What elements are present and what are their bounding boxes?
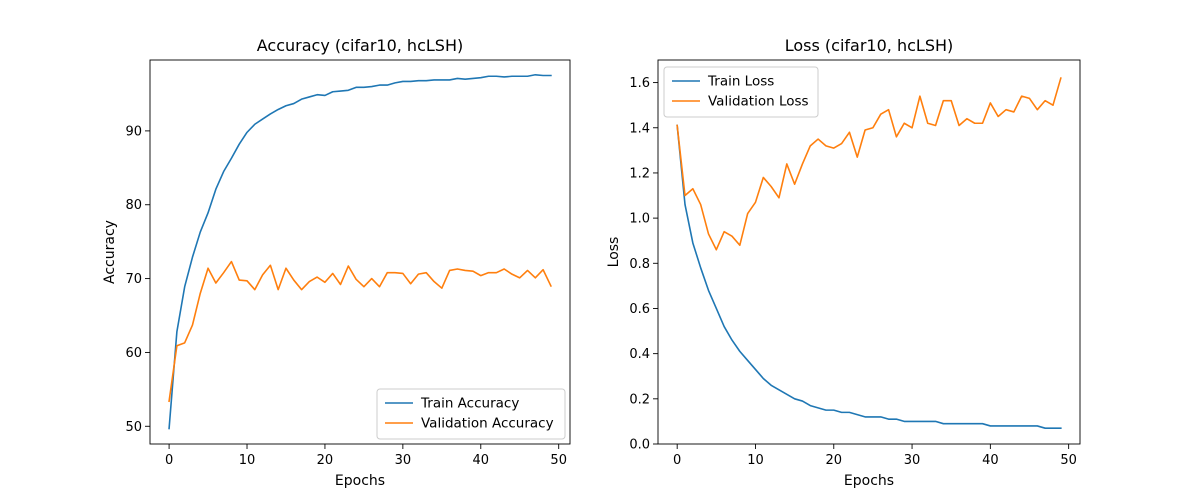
- legend-label: Train Accuracy: [420, 396, 519, 412]
- accuracy-y-tick-label: 70: [125, 272, 142, 287]
- loss-x-tick-label: 40: [982, 453, 999, 468]
- accuracy-x-axis-label: Epochs: [335, 473, 385, 489]
- loss-legend-box: [663, 66, 819, 118]
- loss-x-axis-label: Epochs: [844, 473, 894, 489]
- accuracy-chart-title: Accuracy (cifar10, hcLSH): [257, 36, 463, 55]
- loss-y-tick-label: 1.4: [629, 121, 650, 136]
- accuracy-y-tick-label: 90: [125, 124, 142, 139]
- accuracy-x-tick-label: 20: [317, 453, 334, 468]
- accuracy-x-tick-label: 50: [550, 453, 567, 468]
- loss-plot-frame: [657, 59, 1081, 445]
- loss-x-tick-label: 50: [1060, 453, 1077, 468]
- loss-y-tick-label: 0.8: [629, 257, 650, 272]
- legend-label: Train Loss: [707, 74, 774, 90]
- accuracy-y-axis-label: Accuracy: [102, 220, 118, 284]
- loss-legend: Train Loss Validation Loss: [663, 66, 819, 118]
- legend-label: Validation Loss: [708, 94, 809, 110]
- accuracy-legend: Train Accuracy Validation Accuracy: [376, 388, 566, 440]
- loss-y-tick-label: 0.2: [629, 392, 650, 407]
- loss-y-tick-label: 1.0: [629, 212, 650, 227]
- accuracy-x-tick-label: 0: [165, 453, 173, 468]
- loss-x-tick-label: 30: [904, 453, 921, 468]
- accuracy-chart: Accuracy (cifar10, hcLSH) 0 10 20 30 40 50 50 60…: [102, 36, 571, 489]
- accuracy-y-tick-label: 80: [125, 198, 142, 213]
- accuracy-legend-box: [376, 388, 566, 440]
- accuracy-x-tick-label: 30: [395, 453, 412, 468]
- loss-chart-title: Loss (cifar10, hcLSH): [785, 36, 954, 55]
- loss-y-tick-label: 1.6: [629, 76, 650, 91]
- validation-accuracy-line: [168, 260, 552, 403]
- validation-loss-line: [676, 77, 1062, 251]
- accuracy-y-tick-label: 60: [125, 346, 142, 361]
- loss-y-tick-label: 0.6: [629, 302, 650, 317]
- accuracy-x-tick-label: 40: [473, 453, 490, 468]
- loss-y-tick-label: 1.2: [629, 166, 650, 181]
- loss-x-tick-label: 0: [673, 453, 681, 468]
- accuracy-plot-frame: [149, 59, 571, 445]
- train-accuracy-line: [168, 73, 552, 430]
- loss-y-tick-label: 0.0: [629, 438, 650, 453]
- accuracy-y-tick-label: 50: [125, 420, 142, 435]
- legend-label: Validation Accuracy: [421, 416, 554, 432]
- loss-x-tick-label: 10: [747, 453, 764, 468]
- loss-y-tick-label: 0.4: [629, 347, 650, 362]
- loss-chart: Loss (cifar10, hcLSH) 0 10 20 30 40 50 0.0 0.2 0.…: [606, 36, 1081, 489]
- loss-y-axis-label: Loss: [606, 237, 622, 268]
- train-loss-line: [676, 124, 1062, 429]
- accuracy-x-tick-label: 10: [239, 453, 256, 468]
- loss-x-tick-label: 20: [825, 453, 842, 468]
